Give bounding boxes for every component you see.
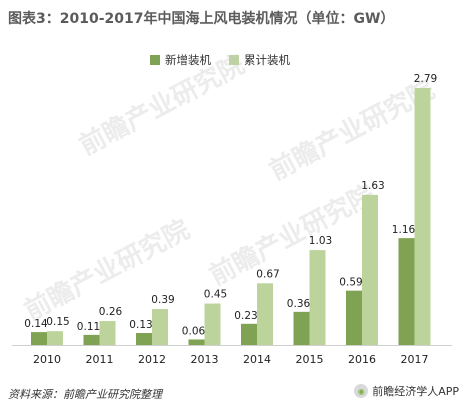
value-label-cumulative-2013: 0.45 (204, 289, 227, 301)
value-label-new-2013: 0.06 (182, 325, 206, 337)
chart-title: 图表3：2010-2017年中国海上风电装机情况（单位：GW） (8, 11, 395, 27)
x-tick-label-2017: 2017 (401, 353, 429, 366)
bar-cumulative-2017 (414, 88, 431, 345)
value-label-cumulative-2012: 0.39 (151, 294, 174, 306)
bar-new-2017 (398, 238, 415, 345)
value-label-cumulative-2015: 1.03 (309, 235, 332, 247)
x-tick-label-2011: 2011 (86, 353, 114, 366)
bar-new-2013 (188, 339, 205, 345)
legend: 新增装机 累计装机 (150, 52, 290, 68)
legend-label-cumulative: 累计装机 (244, 53, 290, 67)
legend-item-new: 新增装机 (150, 52, 211, 68)
bar-new-2014 (241, 323, 257, 345)
value-label-cumulative-2017: 2.79 (414, 73, 437, 85)
x-tick-label-2012: 2012 (138, 353, 166, 366)
bar-cumulative-2012 (152, 309, 168, 345)
bar-cumulative-2015 (309, 250, 326, 345)
bar-new-2010 (31, 332, 47, 345)
brand-logo-icon: ◉ (354, 384, 369, 398)
legend-swatch-cumulative (229, 55, 239, 65)
bar-cumulative-2010 (47, 331, 63, 345)
legend-label-new: 新增装机 (165, 53, 211, 67)
bar-new-2015 (293, 311, 310, 345)
value-label-new-2016: 0.59 (339, 277, 362, 289)
value-label-new-2014: 0.23 (234, 310, 257, 322)
value-label-cumulative-2014: 0.67 (256, 268, 279, 280)
x-tick-label-2013: 2013 (191, 353, 219, 366)
bar-cumulative-2011 (99, 321, 116, 345)
legend-item-cumulative: 累计装机 (229, 52, 290, 68)
bar-cumulative-2016 (362, 194, 378, 345)
bar-new-2012 (136, 333, 152, 345)
source-note: 资料来源：前瞻产业研究院整理 (8, 388, 162, 401)
value-label-cumulative-2010: 0.15 (46, 316, 69, 328)
value-label-cumulative-2011: 0.26 (99, 306, 123, 318)
value-label-new-2011: 0.11 (77, 321, 100, 333)
x-tick-label-2015: 2015 (296, 353, 324, 366)
x-tick-label-2010: 2010 (33, 353, 61, 366)
x-tick-label-2016: 2016 (348, 353, 376, 366)
brand-label: 前瞻经济学人APP (372, 385, 459, 398)
brand: ◉ 前瞻经济学人APP (354, 383, 459, 399)
bar-cumulative-2014 (257, 283, 273, 345)
bar-new-2011 (83, 334, 100, 345)
legend-swatch-new (150, 55, 160, 65)
value-label-cumulative-2016: 1.63 (361, 180, 384, 192)
value-label-new-2010: 0.14 (24, 318, 48, 330)
value-label-new-2012: 0.13 (129, 319, 152, 331)
bar-new-2016 (346, 290, 362, 345)
value-label-new-2015: 0.36 (287, 298, 311, 310)
bar-cumulative-2013 (204, 303, 221, 345)
value-label-new-2017: 1.16 (392, 224, 416, 236)
x-tick-label-2014: 2014 (243, 353, 271, 366)
